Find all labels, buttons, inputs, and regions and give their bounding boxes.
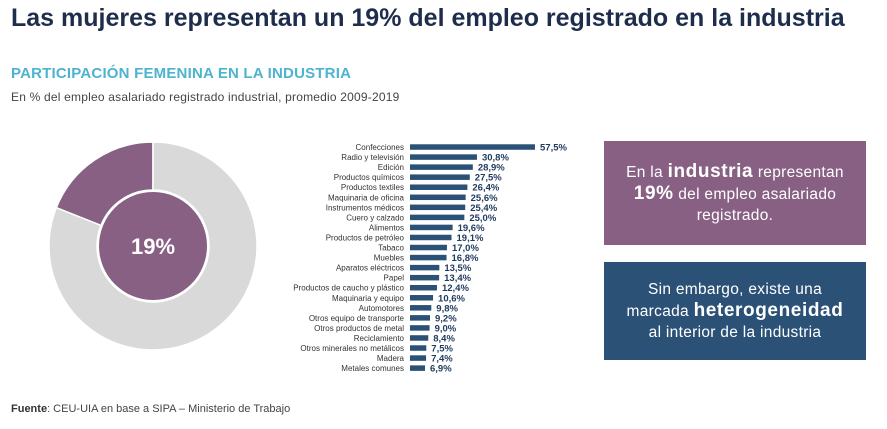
bar-category-label: Maquinaria y equipo (332, 294, 405, 303)
donut-center (99, 192, 207, 300)
bar-value-label: 6,9% (430, 364, 452, 374)
bar-value-label: 25,0% (469, 213, 496, 224)
bar (410, 144, 535, 150)
bar-value-label: 9,2% (435, 313, 457, 324)
bar (410, 244, 447, 251)
bar-category-label: Automotores (359, 304, 404, 313)
bar (410, 365, 425, 371)
callout-highlight: heterogeneidad (693, 300, 844, 321)
bar-value-label: 19,1% (457, 233, 484, 244)
callout-text-part: En la (626, 163, 668, 181)
callout-industria: En la industria representan 19% del empl… (604, 141, 866, 245)
bar-category-label: Cuero y calzado (346, 213, 404, 222)
chart-subtitle: PARTICIPACIÓN FEMENINA EN LA INDUSTRIA (11, 65, 352, 82)
bar-value-label: 16,8% (452, 253, 479, 264)
callout-text-part: del empleo asalariado registrado. (673, 185, 837, 224)
bar-value-label: 9,8% (436, 303, 458, 314)
bar-value-label: 28,9% (478, 163, 505, 174)
bar-category-label: Instrumentos médicos (326, 203, 404, 212)
bar-value-label: 9,0% (435, 323, 457, 334)
callout-text-part: Sin embargo, existe una marcada (626, 281, 823, 320)
bar (410, 284, 437, 291)
bar (410, 345, 427, 351)
donut-slice-1 (48, 141, 258, 351)
source-label: Fuente (11, 403, 48, 415)
page-title: Las mujeres representan un 19% del emple… (11, 4, 845, 32)
bar-category-label: Otros productos de metal (314, 324, 404, 333)
bar-value-label: 7,4% (431, 354, 453, 365)
bar (410, 184, 468, 190)
bar-category-label: Productos de petróleo (326, 233, 405, 242)
bar (410, 234, 452, 241)
bar (410, 335, 429, 341)
bar-value-label: 13,5% (444, 263, 471, 274)
bar-category-label: Productos textiles (341, 183, 404, 192)
bar (410, 355, 427, 361)
bar-value-label: 25,4% (470, 203, 497, 214)
bar (410, 164, 473, 170)
bar-value-label: 19,6% (458, 223, 485, 234)
bar (410, 274, 440, 281)
bar-value-label: 26,4% (472, 183, 499, 194)
bar-category-label: Aparatos eléctricos (336, 264, 404, 273)
chart-caption: En % del empleo asalariado registrado in… (11, 90, 400, 104)
bar-value-label: 13,4% (444, 273, 471, 284)
bar-category-label: Metales comunes (341, 364, 404, 373)
callout-text-part: al interior de la industria (648, 324, 822, 341)
callout-heterogeneidad: Sin embargo, existe una marcada heteroge… (604, 262, 866, 360)
bar-category-label: Radio y televisión (341, 153, 404, 162)
bar-category-label: Reciclamiento (354, 334, 405, 343)
donut-chart: 19% (48, 141, 258, 351)
bar-chart: Confecciones 57,5% Radio y televisión 30,8%… (293, 143, 567, 374)
callout-highlight: industria (667, 160, 754, 182)
bar (410, 214, 465, 221)
bar (410, 194, 466, 201)
bar-category-label: Alimentos (369, 223, 404, 232)
bar (410, 305, 432, 311)
bar-value-label: 57,5% (540, 143, 567, 154)
bar-value-label: 17,0% (452, 243, 479, 254)
source-note: Fuente: CEU-UIA en base a SIPA – Ministe… (11, 403, 290, 415)
bar-category-label: Productos químicos (334, 173, 404, 182)
callout-heterogeneidad-text: Sin embargo, existe una marcada heteroge… (618, 279, 852, 343)
bar-category-label: Madera (377, 354, 405, 363)
bar (410, 254, 447, 261)
bar-category-label: Productos de caucho y plástico (293, 284, 404, 293)
bar (410, 224, 453, 231)
bar (410, 154, 477, 160)
callout-industria-text: En la industria representan 19% del empl… (618, 161, 852, 226)
bar (410, 315, 430, 321)
bar-category-label: Papel (384, 274, 405, 283)
bar-category-label: Maquinaria de oficina (328, 193, 405, 202)
bar-value-label: 8,4% (433, 333, 455, 344)
bar (410, 295, 434, 301)
callout-highlight: 19% (633, 182, 674, 204)
bar-value-label: 7,5% (431, 344, 453, 355)
bar (410, 325, 430, 331)
bar-value-label: 27,5% (475, 173, 502, 184)
bar-category-label: Tabaco (378, 244, 404, 253)
bar-value-label: 30,8% (482, 153, 509, 164)
bar-category-label: Edición (378, 163, 404, 172)
bar (410, 264, 440, 271)
source-text: : CEU-UIA en base a SIPA – Ministerio de… (47, 403, 291, 415)
donut-center-label: 19% (131, 234, 175, 259)
bar (410, 204, 466, 211)
callout-text-part: representan (753, 163, 844, 181)
bar (410, 174, 470, 180)
bar-value-label: 10,6% (438, 293, 465, 304)
bar-category-label: Muebles (374, 254, 404, 263)
bar-category-label: Confecciones (356, 143, 404, 152)
bar-category-label: Otros minerales no metálicos (300, 344, 404, 353)
bar-category-label: Otros equipo de transporte (309, 314, 405, 323)
bar-value-label: 12,4% (442, 283, 469, 294)
bar-value-label: 25,6% (471, 193, 498, 204)
